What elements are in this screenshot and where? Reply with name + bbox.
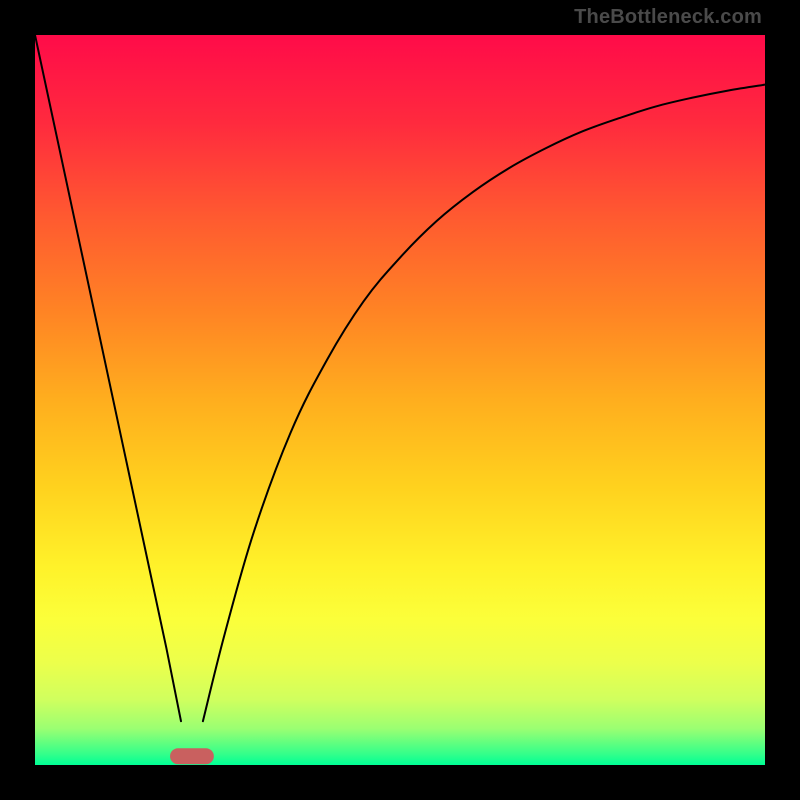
plot-area [35,35,765,765]
watermark-text: TheBottleneck.com [574,6,762,29]
bottleneck-curve [35,35,765,765]
curve-left-branch [35,35,181,721]
bottleneck-marker [170,748,214,764]
chart-frame: { "watermark": { "text": "TheBottleneck.… [0,0,800,800]
curve-right-branch [203,85,765,722]
